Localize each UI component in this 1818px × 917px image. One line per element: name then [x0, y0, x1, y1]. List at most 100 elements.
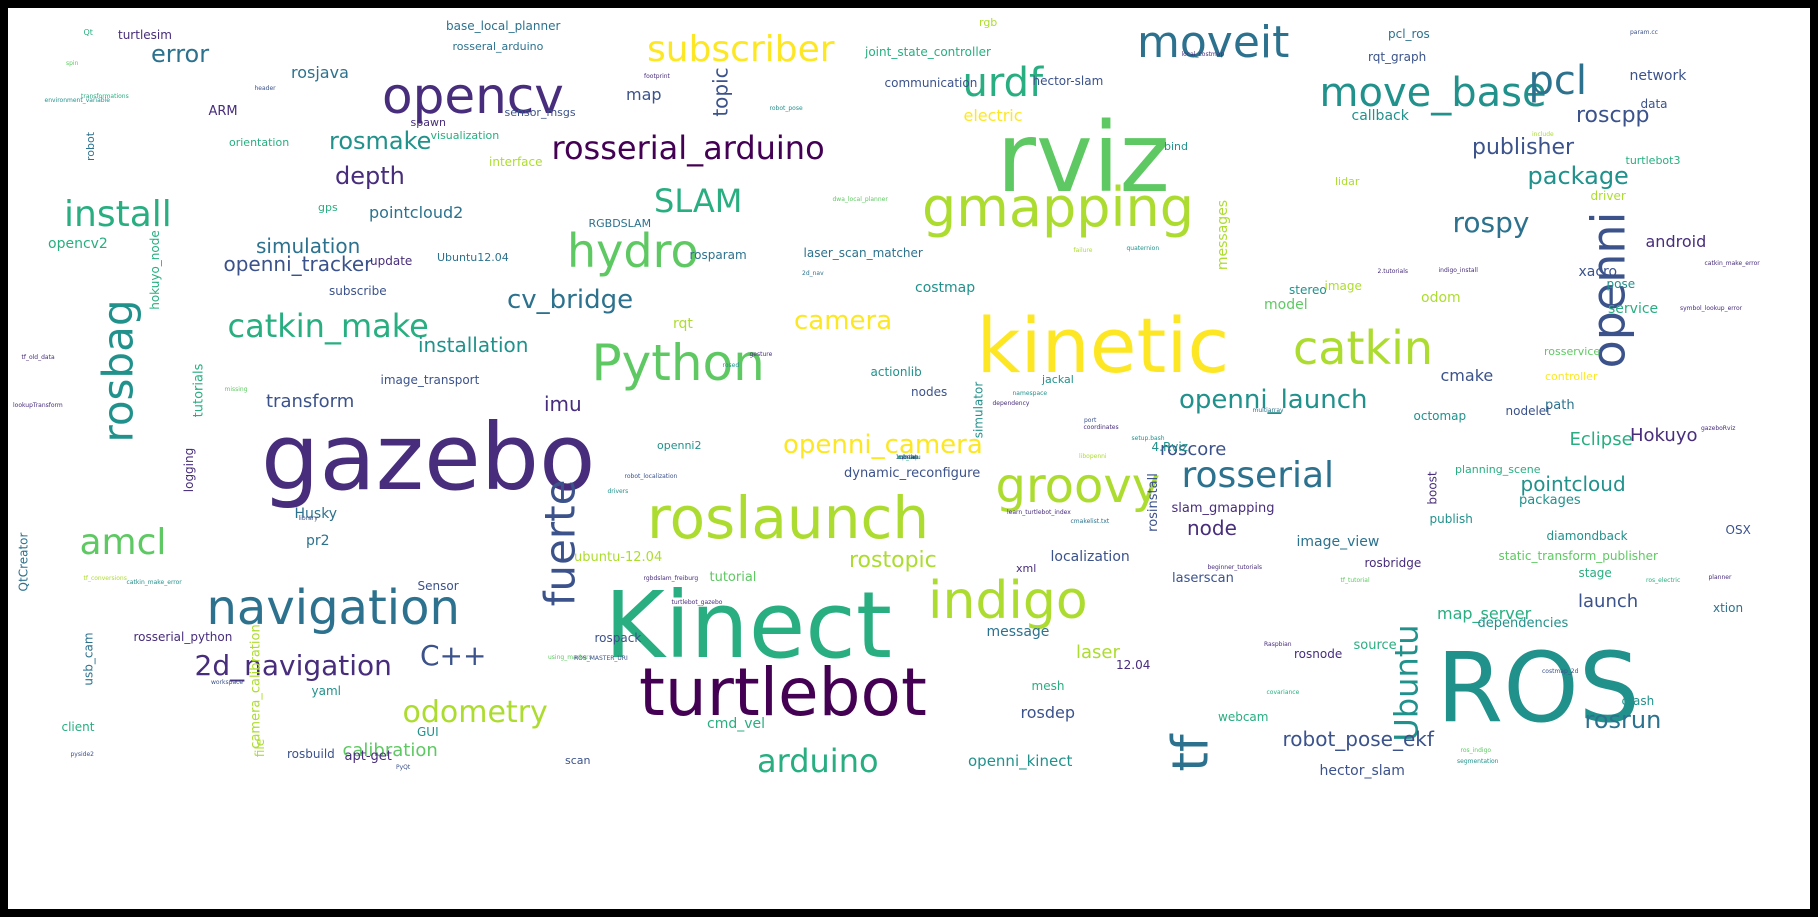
- word-sensor: Sensor: [417, 579, 459, 593]
- word-slam-gmapping: slam_gmapping: [1171, 500, 1275, 516]
- word-gazebo: gazebo: [261, 404, 596, 511]
- word-messages: messages: [1215, 199, 1232, 271]
- word-catkin-make-error: catkin_make_error: [1704, 260, 1760, 267]
- word-joint-state-controller: joint_state_controller: [865, 45, 991, 59]
- word-topic: topic: [708, 67, 733, 117]
- word-catkin-make: catkin_make: [227, 307, 429, 345]
- word-library: library: [298, 515, 318, 522]
- word-rosserial: rosserial: [1181, 455, 1335, 496]
- word-c: C++: [420, 639, 487, 672]
- word-publisher: publisher: [1472, 135, 1575, 160]
- word-python: Python: [591, 334, 765, 392]
- word-spawn: spawn: [410, 115, 446, 129]
- word-network: network: [1629, 68, 1687, 84]
- word-rosbridge: rosbridge: [1364, 556, 1422, 570]
- word-drivers: drivers: [607, 488, 629, 495]
- word-cmakelist-txt: cmakelist.txt: [1070, 518, 1110, 525]
- word-installation: installation: [418, 333, 529, 357]
- word-controller: controller: [1545, 369, 1598, 383]
- word-camera: camera: [794, 306, 893, 336]
- word-image-transport: image_transport: [380, 373, 480, 387]
- word-pr2: pr2: [306, 533, 330, 549]
- word-message: message: [986, 624, 1050, 640]
- word-turtlebot3: turtlebot3: [1625, 153, 1681, 167]
- word-husky: Husky: [294, 506, 338, 522]
- word-gmapping: gmapping: [922, 176, 1195, 239]
- word-camera-calibration: camera_calibration: [248, 623, 264, 749]
- word-tf-tutorial: tf_tutorial: [1340, 577, 1370, 584]
- word-kinetic: kinetic: [976, 301, 1230, 390]
- word-error: error: [151, 40, 210, 68]
- word-cloud: rviz gazebo Kinect ROS kinetic turtlebot rosla…: [8, 8, 1810, 909]
- word-missing: missing: [224, 386, 248, 393]
- word-cmd-vel: cmd_vel: [707, 716, 766, 732]
- word-opencv2: opencv2: [48, 236, 108, 252]
- word-multiarray: multiarray: [1252, 407, 1284, 414]
- word-webcam: webcam: [1218, 710, 1269, 724]
- word-hokuyo: Hokuyo: [1630, 425, 1698, 446]
- word-rqt: rqt: [673, 316, 693, 332]
- word-rgbdslam-freiburg: rgbdslam_freiburg: [643, 575, 699, 582]
- word-roscore: roscore: [1160, 439, 1227, 460]
- word-bind: bind: [1164, 139, 1188, 153]
- word-package: package: [1527, 162, 1629, 190]
- word-ros-electric: ros_electric: [1646, 577, 1681, 584]
- word-communication: communication: [884, 76, 978, 90]
- word-scan: scan: [565, 753, 591, 767]
- word-gesture: gesture: [749, 351, 773, 358]
- word-catkin: catkin: [1293, 321, 1434, 375]
- word-subscriber: subscriber: [647, 29, 835, 70]
- word-rospack: rospack: [594, 631, 642, 645]
- word-rosrun: rosrun: [1584, 706, 1662, 734]
- word-planner: planner: [1708, 574, 1732, 581]
- word-hokuyo-node: hokuyo_node: [147, 230, 162, 310]
- word-packages: packages: [1519, 492, 1581, 508]
- word-launch: launch: [1578, 591, 1639, 612]
- word-electric: electric: [963, 106, 1023, 125]
- word-file: file: [253, 738, 268, 758]
- word-rqt-tap: rqt_tap: [897, 454, 919, 461]
- word-segmentation: segmentation: [1457, 758, 1499, 765]
- word-robot-pose-ekf: robot_pose_ekf: [1282, 727, 1434, 751]
- word-failure: failure: [1073, 247, 1093, 254]
- word-rosbag: rosbag: [92, 299, 142, 443]
- word-tf-old-data: tf_old_data: [21, 354, 55, 361]
- word-data: data: [1640, 97, 1668, 111]
- word-moveit: moveit: [1137, 17, 1290, 68]
- word-diamondback: diamondback: [1546, 529, 1628, 543]
- word-cv-bridge: cv_bridge: [507, 285, 634, 315]
- word-using-markers: using_markers: [548, 654, 592, 661]
- word-transformations: transformations: [81, 93, 129, 100]
- word-service: service: [1608, 301, 1659, 317]
- word-dependency: dependency: [992, 400, 1030, 407]
- word-gps: gps: [318, 200, 338, 214]
- word-pointcloud2: pointcloud2: [369, 203, 464, 222]
- word-pyside2: pyside2: [70, 751, 94, 758]
- word-crash: crash: [1621, 694, 1655, 708]
- word-callback: callback: [1351, 108, 1409, 124]
- word-openni2: openni2: [657, 438, 702, 452]
- word-param-cc: param.cc: [1630, 29, 1658, 36]
- word-pose: pose: [1606, 277, 1636, 291]
- word-groovy: groovy: [995, 458, 1161, 514]
- word-raspbian: Raspbian: [1264, 641, 1292, 648]
- word-opencv: opencv: [382, 67, 564, 125]
- word-roscpp: roscpp: [1576, 103, 1650, 128]
- word-imu: imu: [544, 392, 582, 416]
- word-simulation: simulation: [256, 234, 361, 258]
- word-ros-master-uri: ROS_MASTER_URI: [574, 655, 628, 662]
- word-publish: publish: [1429, 512, 1473, 526]
- word-setup-bash: setup.bash: [1131, 435, 1165, 442]
- word-orientation: orientation: [229, 135, 290, 149]
- word-openni-launch: openni_launch: [1179, 385, 1368, 415]
- word-tutorial: tutorial: [709, 569, 757, 585]
- word-subscribe: subscribe: [329, 284, 387, 298]
- word-4-rviz: 4.Rviz: [1151, 440, 1189, 454]
- word-transform: transform: [266, 391, 355, 412]
- word-ros: ROS: [1436, 632, 1640, 744]
- word-nodes: nodes: [911, 385, 948, 399]
- word-rosbuild: rosbuild: [287, 747, 335, 761]
- word-rosed: rosed: [722, 362, 740, 369]
- word-slam: SLAM: [654, 182, 743, 220]
- word-catkin-make-error: catkin_make_error: [126, 579, 182, 586]
